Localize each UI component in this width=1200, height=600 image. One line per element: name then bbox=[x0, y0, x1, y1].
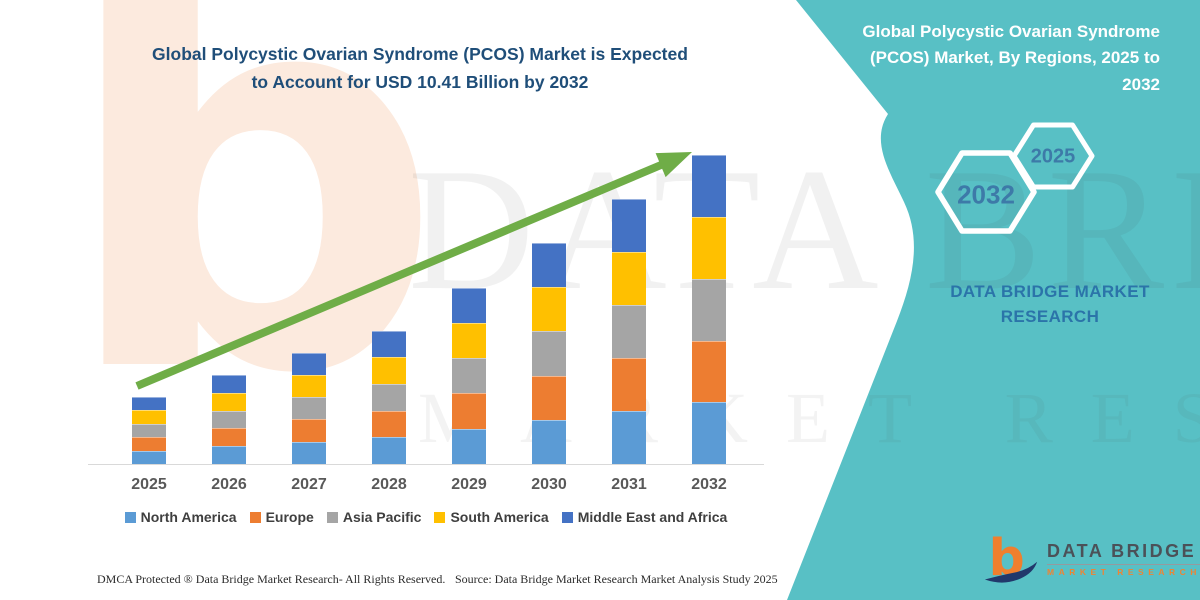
bar-segment-north-america bbox=[532, 419, 566, 464]
logo-text-block: DATA BRIDGE MARKET RESEARCH bbox=[1047, 541, 1200, 577]
bar-segment-south-america bbox=[132, 410, 166, 424]
hexagon-2032-label: 2032 bbox=[957, 179, 1015, 210]
legend-swatch-icon bbox=[124, 511, 136, 523]
bar-segment-europe bbox=[292, 419, 326, 442]
legend-label: Middle East and Africa bbox=[577, 509, 728, 525]
legend-swatch-icon bbox=[326, 511, 338, 523]
source-note: Source: Data Bridge Market Research Mark… bbox=[455, 572, 778, 586]
data-bridge-logo-icon: b bbox=[984, 530, 1038, 587]
legend-swatch-icon bbox=[561, 511, 573, 523]
legend-item-middle-east-and-africa: Middle East and Africa bbox=[561, 509, 728, 525]
bar-segment-asia-pacific bbox=[212, 410, 246, 429]
bar-segment-north-america bbox=[692, 402, 726, 464]
chart-title-line2: to Account for USD 10.41 Billion by 2032 bbox=[251, 72, 589, 93]
chart-legend: North America Europe Asia Pacific South Ame… bbox=[88, 509, 764, 525]
dmca-notice: DMCA Protected ® Data Bridge Market Rese… bbox=[97, 572, 446, 586]
logo-swoosh bbox=[984, 561, 1038, 583]
x-axis-label-2030: 2030 bbox=[531, 476, 567, 493]
bar-segment-asia-pacific bbox=[692, 278, 726, 341]
brand-name-line1: DATA BRIDGE MARKET bbox=[950, 282, 1150, 301]
bar-segment-europe bbox=[452, 393, 486, 429]
legend-item-europe: Europe bbox=[249, 509, 314, 525]
bar-segment-north-america bbox=[452, 428, 486, 464]
x-axis-label-2028: 2028 bbox=[371, 476, 407, 493]
footer-logo: b DATA BRIDGE MARKET RESEARCH bbox=[983, 530, 1200, 588]
legend-swatch-icon bbox=[249, 511, 261, 523]
x-axis-labels: 2025 2026 2027 2028 2029 2030 2031 2032 bbox=[88, 476, 764, 496]
bar-segment-north-america bbox=[372, 437, 406, 464]
legend-item-south-america: South America bbox=[434, 509, 549, 525]
bar-segment-europe bbox=[132, 437, 166, 451]
right-panel-title: Global Polycystic Ovarian Syndrome (PCOS… bbox=[862, 22, 1160, 94]
legend-swatch-icon bbox=[434, 511, 446, 523]
x-axis-label-2026: 2026 bbox=[211, 476, 247, 493]
legend-label: North America bbox=[140, 509, 237, 525]
legend-label: Europe bbox=[265, 509, 314, 525]
bar-segment-middle-east-and-africa bbox=[132, 397, 166, 411]
bar-segment-asia-pacific bbox=[132, 423, 166, 438]
hexagon-2032 bbox=[935, 150, 1037, 234]
x-axis-label-2032: 2032 bbox=[691, 476, 727, 493]
bar-segment-north-america bbox=[132, 450, 166, 464]
bar-segment-europe bbox=[212, 428, 246, 447]
x-axis-label-2027: 2027 bbox=[291, 476, 327, 493]
chart-title: Global Polycystic Ovarian Syndrome (PCOS… bbox=[90, 40, 750, 97]
logo-subtitle-text: MARKET RESEARCH bbox=[1047, 567, 1200, 577]
logo-brand-text: DATA BRIDGE bbox=[1047, 541, 1197, 561]
bar-segment-europe bbox=[692, 340, 726, 403]
legend-label: South America bbox=[450, 509, 549, 525]
legend-item-north-america: North America bbox=[124, 509, 237, 525]
bar-2025 bbox=[132, 397, 166, 464]
brand-name-text: DATA BRIDGE MARKET RESEARCH bbox=[928, 280, 1172, 329]
bar-segment-north-america bbox=[612, 410, 646, 464]
logo-divider bbox=[1047, 564, 1200, 565]
bar-segment-south-america bbox=[692, 216, 726, 279]
x-axis-label-2031: 2031 bbox=[611, 476, 647, 493]
legend-label: Asia Pacific bbox=[342, 509, 422, 525]
x-axis-label-2029: 2029 bbox=[451, 476, 487, 493]
bar-segment-europe bbox=[372, 410, 406, 438]
x-axis-label-2025: 2025 bbox=[131, 476, 167, 493]
chart-title-line1: Global Polycystic Ovarian Syndrome (PCOS… bbox=[152, 44, 688, 64]
hexagon-2025 bbox=[1011, 122, 1095, 190]
legend-item-asia-pacific: Asia Pacific bbox=[326, 509, 422, 525]
bar-segment-asia-pacific bbox=[292, 397, 326, 420]
bar-segment-south-america bbox=[212, 392, 246, 411]
bar-segment-north-america bbox=[292, 441, 326, 464]
bar-segment-north-america bbox=[212, 446, 246, 464]
brand-name-line2: RESEARCH bbox=[1000, 306, 1100, 326]
hexagon-2025-label: 2025 bbox=[1030, 145, 1076, 168]
teal-panel-shape bbox=[787, 0, 1200, 600]
bar-segment-middle-east-and-africa bbox=[692, 155, 726, 217]
bar-2032 bbox=[692, 155, 726, 464]
